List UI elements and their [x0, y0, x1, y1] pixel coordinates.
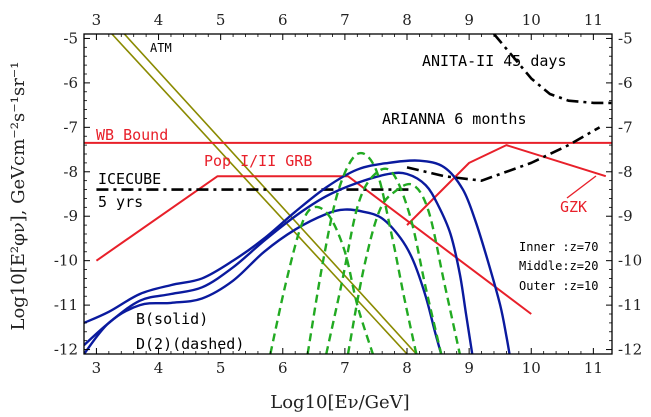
x-tick-label-top: 10	[522, 11, 541, 29]
y-tick-label-right: -10	[618, 252, 642, 270]
x-tick-label-top: 9	[464, 11, 474, 29]
y-tick-label-right: -7	[618, 118, 633, 136]
y-tick-label: -12	[54, 341, 78, 359]
y-tick-label: -10	[54, 252, 78, 270]
series-line-9	[84, 171, 474, 354]
y-tick-label: -6	[63, 74, 78, 92]
inner-z-label: Inner :z=70	[519, 240, 598, 254]
y-tick-label: -9	[63, 207, 78, 225]
series-line-12	[306, 151, 418, 354]
series-line-6	[406, 126, 601, 182]
icecube-label: ICECUBE	[98, 170, 161, 188]
x-tick-label: 5	[216, 359, 226, 377]
grb-label: Pop I/II GRB	[204, 152, 312, 170]
x-tick-label-top: 4	[154, 11, 164, 29]
x-tick-label-top: 11	[584, 11, 603, 29]
y-tick-label-right: -9	[618, 207, 633, 225]
y-tick-label-right: -6	[618, 74, 633, 92]
y-tick-label: -7	[63, 118, 78, 136]
x-tick-label: 9	[464, 359, 474, 377]
middle-z-label: Middle:z=20	[519, 259, 598, 273]
series-line-7	[492, 34, 612, 105]
y-tick-label: -8	[63, 163, 78, 181]
y-axis-title: Log10[E²φν], GeVcm⁻²s⁻¹sr⁻¹	[8, 61, 29, 330]
y-tick-label: -11	[54, 296, 78, 314]
outer-z-label: Outer :z=10	[519, 279, 598, 293]
series-line-0	[111, 34, 408, 354]
gzk-label: GZK	[560, 198, 587, 216]
wb-bound-label: WB Bound	[96, 126, 168, 144]
x-tick-label-top: 7	[340, 11, 350, 29]
x-tick-label: 11	[584, 359, 603, 377]
x-tick-label: 6	[278, 359, 288, 377]
arianna-label: ARIANNA 6 months	[382, 110, 527, 128]
series-line-14	[346, 182, 461, 354]
y-tick-label-right: -5	[618, 29, 633, 47]
series-line-8	[84, 159, 511, 354]
y-tick-label: -5	[63, 29, 78, 47]
plot-frame	[83, 33, 613, 355]
anita-label: ANITA-II 45 days	[422, 52, 567, 70]
x-tick-label: 8	[402, 359, 412, 377]
y-tick-label-right: -8	[618, 163, 633, 181]
b-solid-label: B(solid)	[136, 310, 208, 328]
x-tick-label-top: 8	[402, 11, 412, 29]
y-tick-label-right: -11	[618, 296, 642, 314]
series-line-11	[269, 205, 374, 354]
y-tick-label-right: -12	[618, 341, 642, 359]
x-tick-label: 4	[154, 359, 164, 377]
series-line-1	[123, 34, 417, 354]
x-tick-label-top: 5	[216, 11, 226, 29]
atm-label: ATM	[150, 41, 172, 55]
d-dashed-label: D(2)(dashed)	[136, 335, 244, 353]
series-line-4	[406, 144, 607, 226]
series-line-3	[95, 175, 532, 315]
x-axis-title: Log10[Eν/GeV]	[270, 392, 409, 413]
x-tick-label-top: 6	[278, 11, 288, 29]
x-tick-label-top: 3	[92, 11, 102, 29]
x-tick-label: 3	[92, 359, 102, 377]
gzk-pointer-line	[566, 175, 597, 199]
series-line-13	[325, 167, 443, 354]
icecube-years-label: 5 yrs	[98, 193, 143, 211]
x-tick-label: 7	[340, 359, 350, 377]
ticks-layer: 3 3 4 4 5 5 6 6 7 7 8 8 9 9 10 10 11 11 -5 -5 -6 -6 -7 -7 -8 -8 -9…	[54, 11, 642, 377]
series-layer	[84, 34, 612, 354]
x-tick-label: 10	[522, 359, 541, 377]
